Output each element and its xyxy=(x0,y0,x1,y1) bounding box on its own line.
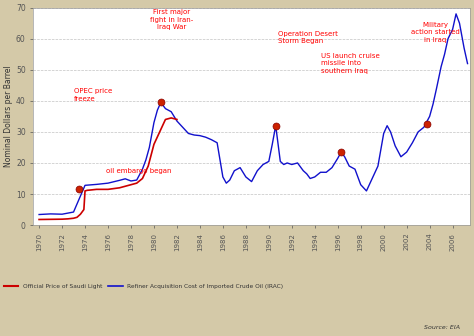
Text: Military
action started
in Iraq: Military action started in Iraq xyxy=(411,22,460,43)
Text: OPEC price
freeze: OPEC price freeze xyxy=(73,88,112,102)
Text: Operation Desert
Storm Began: Operation Desert Storm Began xyxy=(278,31,338,44)
Text: First major
fight in Iran-
Iraq War: First major fight in Iran- Iraq War xyxy=(150,9,193,30)
Text: Source: EIA: Source: EIA xyxy=(424,325,460,330)
Y-axis label: Nominal Dollars per Barrel: Nominal Dollars per Barrel xyxy=(4,66,13,167)
Text: US launch cruise
missile into
southern Iraq: US launch cruise missile into southern I… xyxy=(320,53,379,74)
Text: oil embargo began: oil embargo began xyxy=(106,168,171,174)
Legend: Official Price of Saudi Light, Refiner Acquisition Cost of Imported Crude Oil (I: Official Price of Saudi Light, Refiner A… xyxy=(1,282,286,292)
